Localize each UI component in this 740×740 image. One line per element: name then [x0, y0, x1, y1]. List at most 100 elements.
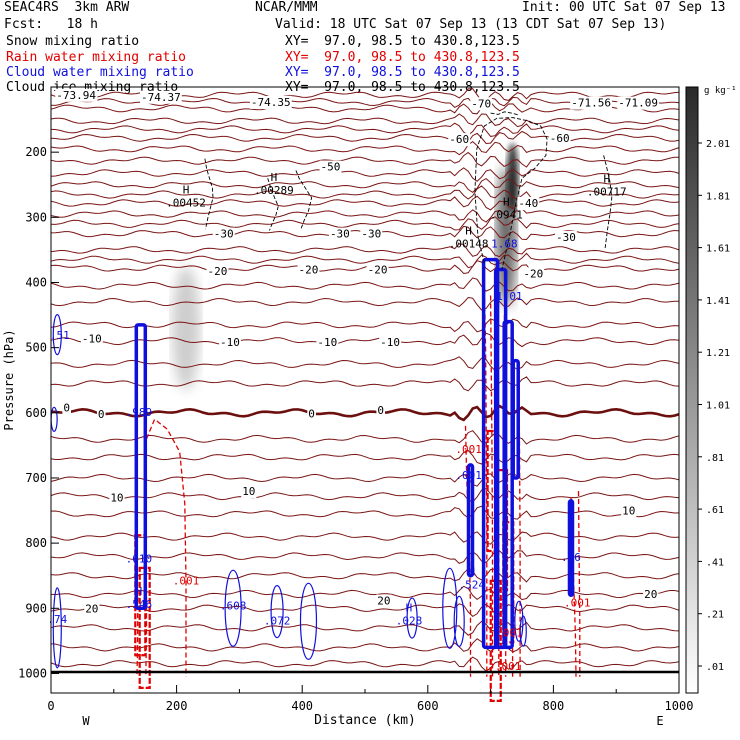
max-value-label: .001 — [496, 627, 523, 640]
west-label: W — [82, 714, 90, 728]
max-marker-label: H — [271, 171, 278, 184]
max-marker-label: H — [136, 585, 143, 598]
max-value-label: .00148 — [449, 238, 489, 251]
max-value-label: .00717 — [587, 186, 627, 199]
temperature-contour-line — [50, 208, 680, 223]
colorbar-labels: 2.01 1.81 1.61 1.41 1.21 1.01 .81 .61 .41 .21 .01 — [698, 139, 730, 673]
temperature-contour-line — [50, 332, 680, 348]
y-tick-label: 500 — [25, 341, 47, 355]
axes: 0 200 400 600 800 100020030040050060070080090… — [18, 145, 693, 713]
colorbar-label: 1.81 — [706, 191, 730, 202]
temperature-contour-line — [50, 318, 680, 333]
contour-label-bg — [621, 504, 637, 518]
colorbar-label: .61 — [706, 505, 724, 516]
forecast-hour: Fcst: 18 h — [4, 17, 98, 32]
contour-label-bg — [206, 264, 229, 278]
contour-label: -20 — [368, 263, 388, 276]
cloud-water-core — [511, 358, 520, 480]
rain-contour-line — [145, 418, 187, 677]
temperature-contour-line — [50, 638, 680, 653]
contour-label: 0 — [63, 402, 70, 415]
x-tick-label: 200 — [166, 699, 188, 713]
contour-label-bg — [643, 587, 659, 601]
colorbar-label: .01 — [706, 662, 724, 673]
colorbar-label: .41 — [706, 557, 724, 568]
max-marker-label: H — [468, 565, 475, 578]
contour-label: -20 — [523, 267, 543, 280]
y-tick-label: 600 — [25, 406, 47, 420]
contour-label-bg — [555, 230, 577, 244]
y-axis-label: Pressure (hPa) — [2, 329, 16, 430]
max-value-label: .001 — [455, 469, 482, 482]
contour-label-bg — [379, 335, 402, 349]
cloud-ice-contours — [204, 111, 613, 270]
colorbar-unit: g kg⁻¹ — [704, 86, 737, 96]
cloud-water-core — [481, 257, 500, 650]
y-tick-label: 700 — [25, 471, 47, 485]
temperature-contour-line — [50, 472, 680, 487]
max-marker-label: H — [406, 601, 413, 614]
max-value-label: .00452 — [166, 197, 206, 210]
contour-label: -10 — [220, 336, 240, 349]
contour-label-bg — [219, 335, 241, 349]
colorbar-label: .81 — [706, 453, 724, 464]
east-label: E — [656, 714, 663, 728]
x-axis-label: Distance (km) — [314, 713, 416, 728]
field-snow-xy: XY= 97.0, 98.5 to 430.8,123.5 — [285, 34, 520, 49]
temperature-contour-line — [50, 113, 680, 128]
contour-label-bg — [84, 602, 100, 616]
contour-label-bg — [297, 263, 320, 277]
contour-label: 0 — [308, 407, 315, 420]
cloud-water-contour — [270, 584, 284, 639]
y-tick-label: 200 — [25, 145, 47, 159]
max-value-label: .989 — [126, 406, 153, 419]
y-tick-label: 800 — [25, 536, 47, 550]
field-snow-label: Snow mixing ratio — [6, 34, 140, 49]
contour-label-bg — [448, 133, 471, 147]
temperature-contour-line — [50, 130, 680, 147]
temperature-contours — [50, 88, 680, 672]
contour-label: -60 — [550, 132, 570, 145]
contour-label: -73.94 — [56, 89, 96, 102]
contour-label: -10 — [380, 336, 400, 349]
org-label: NCAR/MMM — [255, 0, 318, 15]
temperature-contour-line — [50, 505, 680, 520]
contour-label-bg — [522, 267, 545, 281]
snow-shading-west — [172, 266, 201, 391]
field-rain-xy: XY= 97.0, 98.5 to 430.8,123.5 — [285, 50, 520, 65]
contour-label-bg — [517, 196, 540, 210]
temperature-contour-line — [50, 531, 680, 545]
max-value-label: 1.68 — [491, 238, 518, 251]
max-value-label: 1.01 — [496, 290, 523, 303]
temperature-contour-line — [50, 151, 679, 168]
max-value-label: .610 — [126, 552, 153, 565]
cloud-water-contour — [52, 587, 62, 669]
contour-label-bg — [376, 594, 392, 608]
temperature-contour-line — [50, 260, 680, 275]
contour-label: -30 — [330, 228, 350, 241]
cloud-water-contour — [299, 582, 318, 660]
contour-label-bg — [328, 227, 351, 241]
cloud-water-contour — [442, 567, 458, 649]
rain-contour-line — [570, 497, 577, 677]
temperature-contour-line — [50, 656, 680, 672]
colorbar-label: 1.61 — [706, 244, 730, 255]
field-cloudwater-xy: XY= 97.0, 98.5 to 430.8,123.5 — [285, 65, 520, 80]
temperature-contour-line — [50, 216, 680, 231]
cloud-water-contour — [224, 569, 242, 647]
max-value-label: .072 — [264, 614, 291, 627]
contour-label-bg — [62, 401, 72, 415]
snow-shading-top — [506, 143, 519, 214]
max-value-label: .0941 — [490, 208, 523, 221]
cloud-ice-contour — [267, 178, 279, 231]
contour-label: -74.35 — [251, 96, 291, 109]
init-time: Init: 00 UTC Sat 07 Sep 13 — [522, 0, 726, 15]
temperature-contour-line — [50, 449, 680, 465]
max-value-label: .001 — [173, 575, 200, 588]
contour-label-bg — [617, 96, 660, 110]
y-tick-label: 400 — [25, 275, 47, 289]
max-value-label: .00289 — [254, 184, 294, 197]
temperature-contour-line — [50, 568, 680, 583]
max-value-label: .001 — [455, 443, 482, 456]
temperature-contour-line — [50, 167, 680, 182]
